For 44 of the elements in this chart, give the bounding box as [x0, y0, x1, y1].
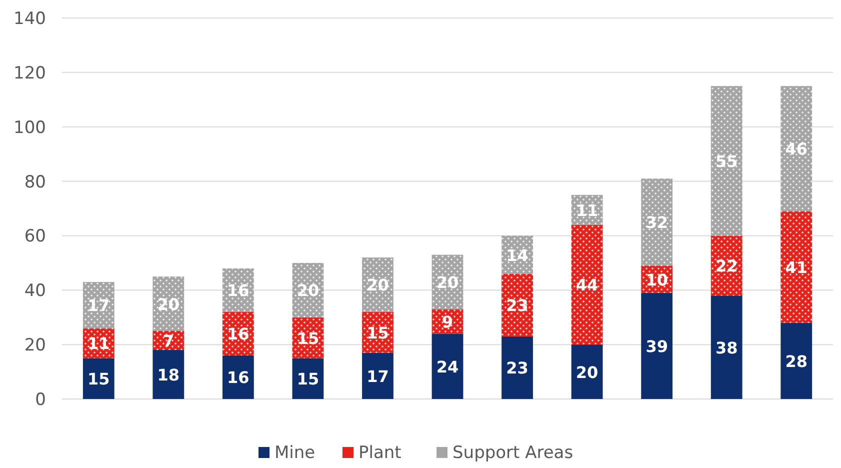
data-label: 11 [576, 200, 598, 220]
data-label: 20 [576, 362, 598, 382]
data-label: 16 [227, 368, 250, 388]
y-tick-label: 140 [14, 9, 46, 29]
data-label: 9 [442, 312, 454, 332]
data-label: 17 [88, 296, 110, 316]
data-label: 20 [296, 281, 320, 300]
data-label: 23 [506, 358, 528, 378]
data-label: 11 [88, 334, 110, 354]
data-label: 41 [785, 258, 808, 278]
y-tick-label: 20 [24, 336, 46, 356]
legend-label: Mine [274, 443, 316, 463]
data-label: 46 [785, 140, 808, 159]
y-tick-label: 60 [24, 226, 46, 247]
data-label: 10 [646, 270, 668, 290]
data-label: 55 [715, 152, 738, 171]
data-label: 20 [157, 294, 180, 314]
data-label: 15 [296, 370, 320, 389]
data-label: 17 [366, 366, 389, 386]
data-label: 7 [162, 331, 174, 350]
data-label: 14 [506, 246, 528, 265]
data-label: 18 [157, 366, 180, 385]
data-label: 38 [715, 338, 738, 358]
legend-label: Plant [358, 443, 402, 463]
y-tick-label: 80 [24, 172, 46, 192]
data-label: 39 [646, 336, 668, 356]
y-tick-label: 40 [24, 281, 46, 302]
data-label: 16 [227, 324, 250, 344]
data-label: 24 [436, 357, 459, 376]
data-label: 28 [785, 352, 808, 371]
data-label: 16 [227, 281, 250, 300]
data-label: 32 [646, 213, 668, 232]
y-tick-label: 120 [14, 63, 46, 84]
data-label: 15 [366, 323, 389, 342]
data-label: 15 [88, 370, 110, 389]
data-label: 44 [576, 276, 598, 295]
data-label: 20 [436, 272, 459, 292]
data-label: 20 [366, 276, 389, 295]
y-tick-label: 100 [14, 118, 46, 138]
data-label: 22 [715, 256, 738, 276]
y-tick-label: 0 [35, 390, 46, 410]
legend-label: Support Areas [452, 443, 574, 463]
data-label: 23 [506, 296, 528, 316]
data-label: 15 [296, 328, 320, 348]
